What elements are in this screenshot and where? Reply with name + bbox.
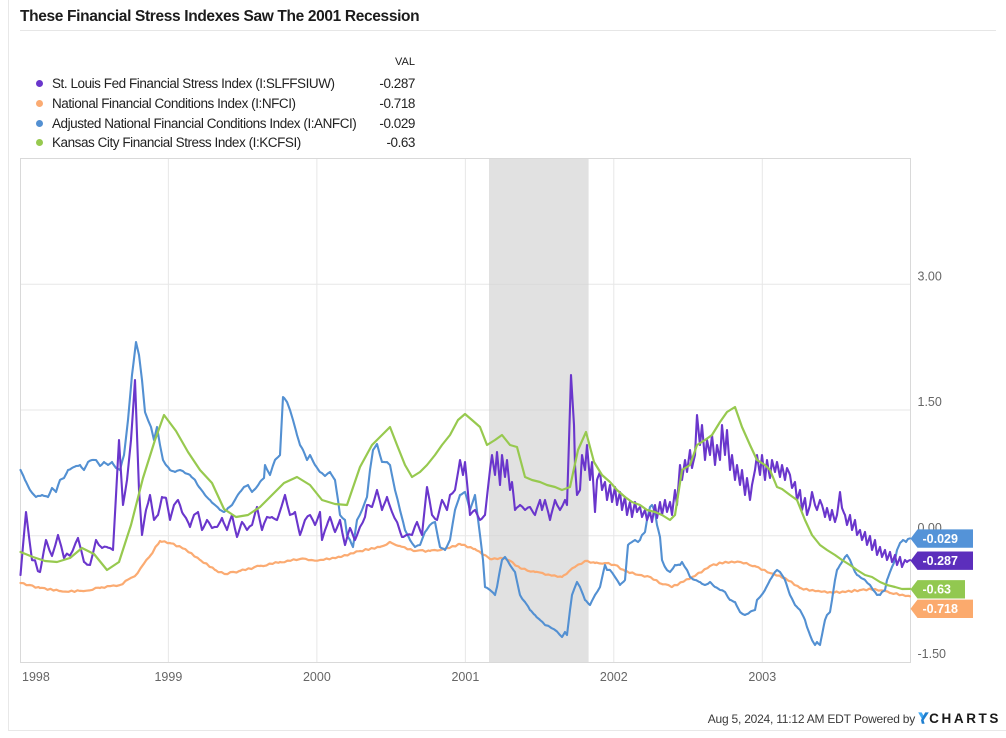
svg-text:1998: 1998	[22, 670, 50, 684]
svg-text:-0.029: -0.029	[923, 532, 958, 546]
svg-text:2003: 2003	[748, 670, 776, 684]
svg-text:-0.718: -0.718	[923, 602, 958, 616]
svg-text:-0.287: -0.287	[923, 554, 958, 568]
svg-text:-0.63: -0.63	[923, 583, 952, 597]
svg-text:-1.50: -1.50	[918, 647, 947, 661]
svg-text:2001: 2001	[451, 670, 479, 684]
svg-text:2000: 2000	[303, 670, 331, 684]
svg-text:1999: 1999	[154, 670, 182, 684]
svg-text:3.00: 3.00	[918, 269, 942, 283]
svg-text:2002: 2002	[600, 670, 628, 684]
svg-text:1.50: 1.50	[918, 395, 942, 409]
